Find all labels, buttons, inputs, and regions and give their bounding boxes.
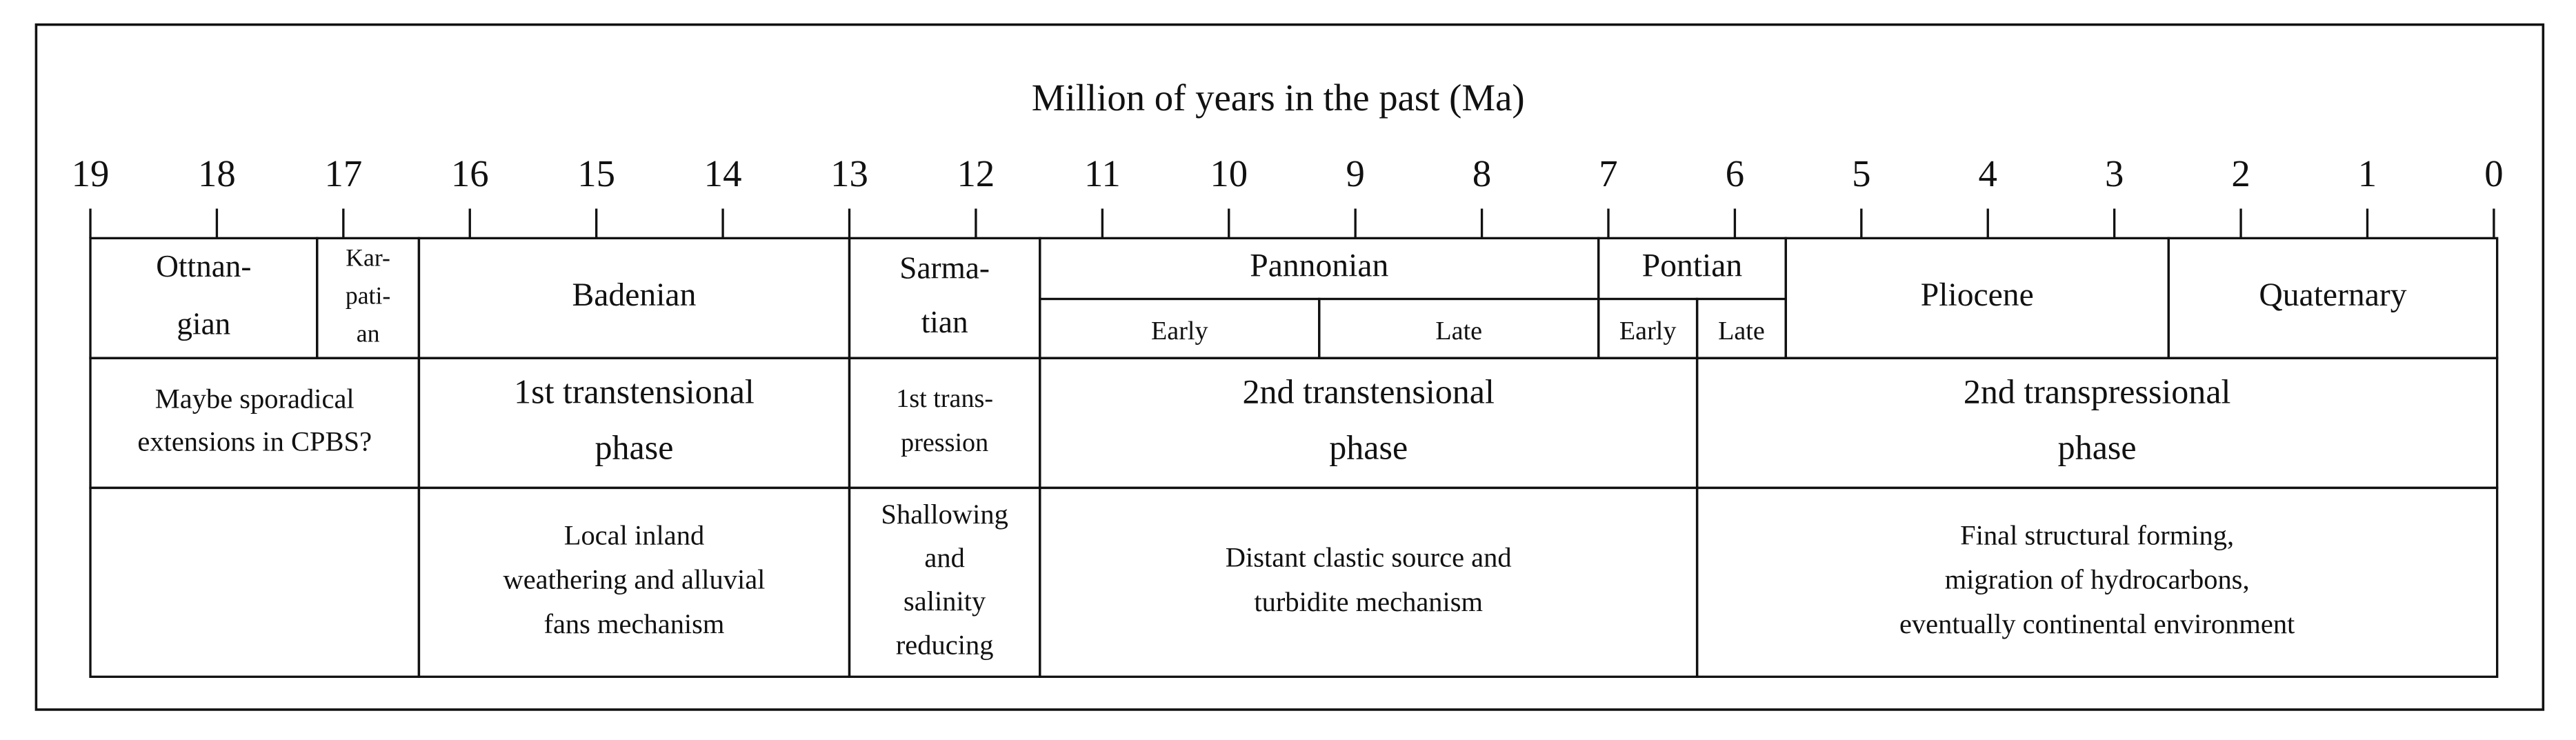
cell-text: Pannonian [1250, 248, 1388, 283]
tick-label: 10 [1210, 152, 1248, 194]
tick-label: 18 [198, 152, 236, 194]
tick-label: 2 [2231, 152, 2250, 194]
tick-label: 9 [1346, 152, 1364, 194]
cell-text: tian [921, 305, 968, 339]
tick-label: 14 [704, 152, 742, 194]
cell-text: Quaternary [2259, 277, 2406, 313]
cell-text: 1st trans- [896, 384, 993, 413]
cell-text: Late [1718, 317, 1765, 346]
cell-text: 2nd transtensional [1243, 372, 1495, 410]
cell-text: Pliocene [1921, 277, 2034, 313]
cell-text: Shallowing [881, 499, 1008, 530]
tick-label: 0 [2484, 152, 2503, 194]
cell-text: 1st transtensional [514, 372, 755, 410]
tick-label: 1 [2358, 152, 2377, 194]
tick-label: 13 [830, 152, 868, 194]
tick-label: 11 [1084, 152, 1121, 194]
tick-label: 15 [577, 152, 615, 194]
cell-text: salinity [903, 586, 986, 617]
cell-text: Distant clastic source and [1226, 541, 1512, 572]
tick-label: 12 [957, 152, 995, 194]
cell-text: migration of hydrocarbons, [1945, 564, 2250, 595]
cell-text: eventually continental environment [1899, 608, 2295, 639]
empty-cell [89, 486, 421, 678]
cell-text: Sarma- [899, 250, 990, 285]
cell-text: reducing [896, 629, 994, 660]
title: Million of years in the past (Ma) [1032, 77, 1525, 119]
cell-text: Late [1435, 317, 1482, 346]
cell-text: Local inland [564, 519, 704, 550]
cell-text: fans mechanism [543, 608, 724, 639]
cell-text: weathering and alluvial [503, 564, 765, 595]
cell-text: Final structural forming, [1960, 519, 2234, 550]
cell-text: and [924, 542, 964, 573]
cell [1039, 486, 1699, 678]
cell-text: Early [1151, 317, 1208, 346]
cell-text: turbidite mechanism [1254, 586, 1483, 617]
tick-label: 6 [1726, 152, 1744, 194]
cell [848, 357, 1041, 490]
tick-label: 3 [2105, 152, 2124, 194]
cell [89, 357, 421, 490]
tick-label: 8 [1472, 152, 1491, 194]
cell-text: phase [1329, 428, 1408, 466]
tick-label: 4 [1979, 152, 1997, 194]
cell-text: extensions in CPBS? [137, 426, 372, 457]
cell-text: gian [177, 306, 230, 341]
tick-label: 16 [451, 152, 489, 194]
cell-text: an [357, 319, 380, 347]
cell-text: Kar- [346, 244, 390, 272]
cell-text: Early [1619, 317, 1677, 346]
cell-text: pati- [346, 282, 390, 310]
tick-label: 5 [1852, 152, 1870, 194]
tick-label: 7 [1599, 152, 1617, 194]
cell-text: Ottnan- [156, 249, 251, 283]
cell-text: phase [595, 428, 674, 466]
cell-text: Maybe sporadical [155, 383, 355, 414]
cell-text: phase [2058, 428, 2137, 466]
cell [1695, 486, 2499, 678]
tick-label: 17 [324, 152, 362, 194]
frame [34, 23, 2545, 711]
tick-label: 19 [72, 152, 110, 194]
cell-text: pression [901, 428, 988, 457]
cell-text: Badenian [572, 277, 697, 313]
cell-text: Pontian [1642, 248, 1743, 283]
cell-text: 2nd transpressional [1964, 372, 2231, 410]
